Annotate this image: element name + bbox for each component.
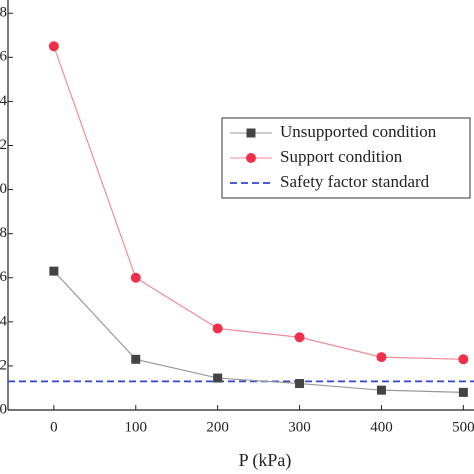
- series-line: [53, 46, 464, 360]
- legend-marker: [246, 128, 256, 138]
- x-tick-label: 300: [288, 419, 311, 435]
- series-line: [53, 270, 464, 393]
- legend-label: Safety factor standard: [280, 172, 430, 191]
- y-tick-label: 2: [0, 137, 7, 153]
- x-tick-label: 400: [370, 419, 393, 435]
- marker: [213, 373, 223, 383]
- y-tick-label: 8: [0, 5, 7, 21]
- y-tick-label: 6: [0, 49, 8, 65]
- x-tick-label: 0: [50, 419, 58, 435]
- legend-label: Unsupported condition: [280, 122, 437, 141]
- y-tick-label: 4: [0, 93, 8, 109]
- marker: [458, 354, 469, 365]
- marker: [295, 379, 305, 389]
- marker: [131, 354, 141, 364]
- marker: [376, 385, 386, 395]
- legend-marker: [246, 153, 256, 163]
- x-tick-label: 100: [125, 419, 148, 435]
- marker: [49, 266, 59, 276]
- y-tick-label: 8: [0, 225, 7, 241]
- y-tick-label: 2: [0, 357, 7, 373]
- legend-label: Support condition: [280, 147, 403, 166]
- marker: [458, 387, 468, 397]
- y-tick-label: 0: [0, 181, 7, 197]
- marker: [294, 332, 305, 343]
- marker: [48, 41, 59, 52]
- y-tick-label: 4: [0, 313, 8, 329]
- x-tick-label: 200: [206, 419, 229, 435]
- y-tick-label: 0: [0, 401, 7, 417]
- marker: [130, 272, 141, 283]
- y-tick-label: 6: [0, 269, 8, 285]
- marker: [376, 352, 387, 363]
- x-tick-label: 500: [452, 419, 474, 435]
- marker: [212, 323, 223, 334]
- x-axis-label: P (kPa): [239, 450, 292, 471]
